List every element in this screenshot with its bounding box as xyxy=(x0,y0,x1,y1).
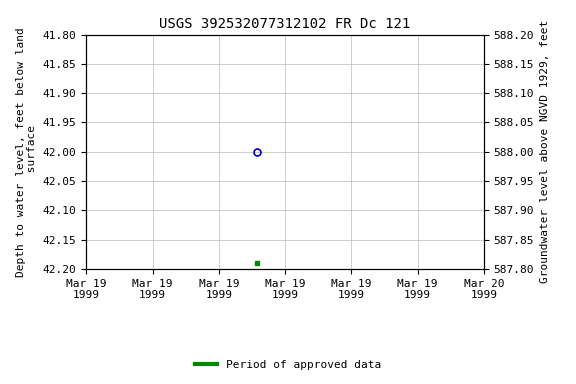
Legend: Period of approved data: Period of approved data xyxy=(191,356,385,375)
Y-axis label: Groundwater level above NGVD 1929, feet: Groundwater level above NGVD 1929, feet xyxy=(540,20,550,283)
Y-axis label: Depth to water level, feet below land
 surface: Depth to water level, feet below land su… xyxy=(16,27,37,276)
Title: USGS 392532077312102 FR Dc 121: USGS 392532077312102 FR Dc 121 xyxy=(160,17,411,31)
